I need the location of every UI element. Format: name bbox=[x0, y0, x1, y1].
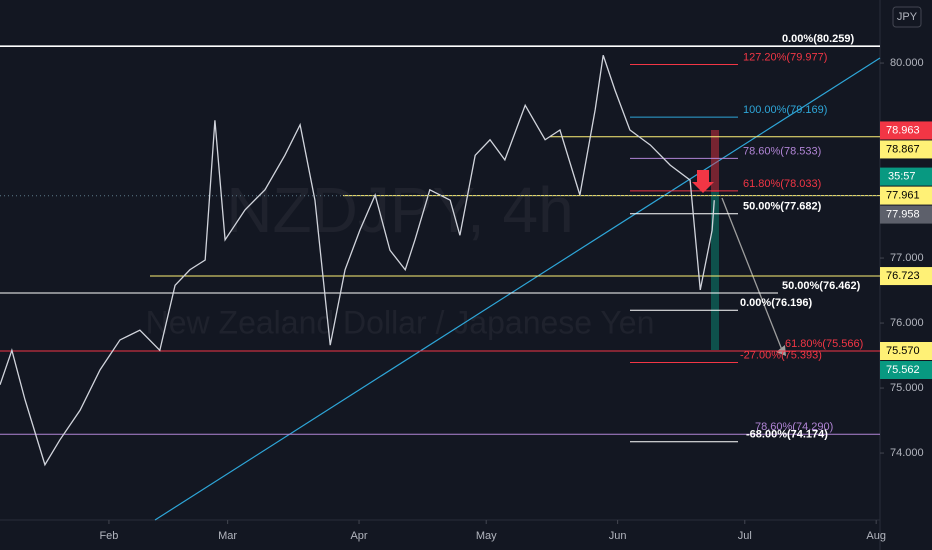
price-badge-label: 75.570 bbox=[886, 345, 920, 357]
price-badge-label: 77.958 bbox=[886, 208, 920, 220]
price-badge bbox=[880, 186, 932, 205]
level-label: 61.80%(75.566) bbox=[785, 338, 863, 350]
y-tick-label: 75.000 bbox=[890, 382, 924, 394]
price-badge-label: 78.963 bbox=[886, 124, 920, 136]
price-line bbox=[0, 55, 715, 467]
y-tick-label: 74.000 bbox=[890, 447, 924, 459]
x-tick-label: Feb bbox=[99, 530, 118, 542]
level-label: 0.00%(80.259) bbox=[782, 33, 854, 45]
countdown: 35:57 bbox=[888, 170, 916, 182]
level-label: 78.60%(78.533) bbox=[743, 145, 821, 157]
x-tick-label: Jul bbox=[738, 530, 752, 542]
price-badge bbox=[880, 342, 932, 360]
level-label: 50.00%(76.462) bbox=[782, 280, 861, 292]
price-badge-label: 78.867 bbox=[886, 143, 920, 155]
level-label: 50.00%(77.682) bbox=[743, 201, 822, 213]
x-tick-label: Apr bbox=[350, 530, 367, 542]
price-badge bbox=[880, 267, 932, 286]
projection-arrow bbox=[721, 197, 783, 351]
trend-line bbox=[154, 57, 881, 521]
x-tick-label: Mar bbox=[218, 530, 237, 542]
currency: JPY bbox=[897, 11, 918, 23]
y-tick-label: 76.000 bbox=[890, 317, 924, 329]
position-box bbox=[711, 192, 719, 350]
y-tick-label: 77.000 bbox=[890, 252, 924, 264]
countdown-badge bbox=[880, 167, 932, 186]
price-badge bbox=[880, 140, 932, 159]
level-label: 127.20%(79.977) bbox=[743, 51, 827, 63]
watermark-symbol: NZDJPY, 4h bbox=[226, 174, 573, 246]
level-label: 100.00%(79.169) bbox=[743, 104, 827, 116]
level-label: 0.00%(76.196) bbox=[740, 297, 812, 309]
currency-box bbox=[892, 6, 922, 28]
price-badge bbox=[880, 205, 932, 224]
price-badge-label: 77.961 bbox=[886, 189, 920, 201]
level-label: -68.00%(74.174) bbox=[746, 429, 828, 441]
price-badge-label: 75.562 bbox=[886, 364, 920, 376]
level-label: 61.80%(78.033) bbox=[743, 178, 821, 190]
y-tick-label: 80.000 bbox=[890, 57, 924, 69]
price-badge bbox=[880, 121, 932, 140]
x-tick-label: May bbox=[476, 530, 497, 542]
level-label: -27.00%(75.393) bbox=[740, 349, 822, 361]
price-badge bbox=[880, 361, 932, 379]
level-label: 78.60%(74.290) bbox=[755, 421, 833, 433]
position-box bbox=[711, 130, 719, 192]
sell-arrow bbox=[692, 170, 714, 193]
x-tick-label: Aug bbox=[866, 530, 886, 542]
watermark-description: New Zealand Dollar / Japanese Yen bbox=[146, 304, 655, 340]
x-tick-label: Jun bbox=[609, 530, 627, 542]
price-badge-label: 76.723 bbox=[886, 270, 920, 282]
